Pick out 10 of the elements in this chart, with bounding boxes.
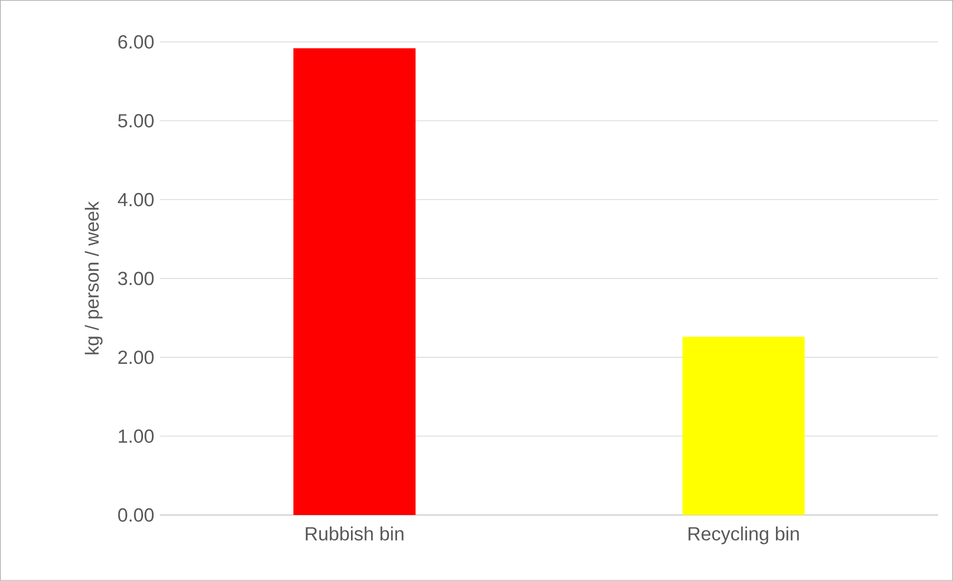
y-tick-label: 3.00 [118,272,154,286]
y-tick-label: 1.00 [118,429,154,443]
y-tick-label: 4.00 [118,192,154,206]
y-axis-title: kg / person / week [84,201,103,354]
x-tick-label: Rubbish bin [306,526,404,541]
y-tick-label: 5.00 [118,114,154,128]
y-tick-label: 6.00 [118,35,154,49]
x-tick-label: Recycling bin [688,526,799,544]
y-tick-label: 0.00 [118,508,154,522]
y-tick-label: 2.00 [118,350,154,364]
